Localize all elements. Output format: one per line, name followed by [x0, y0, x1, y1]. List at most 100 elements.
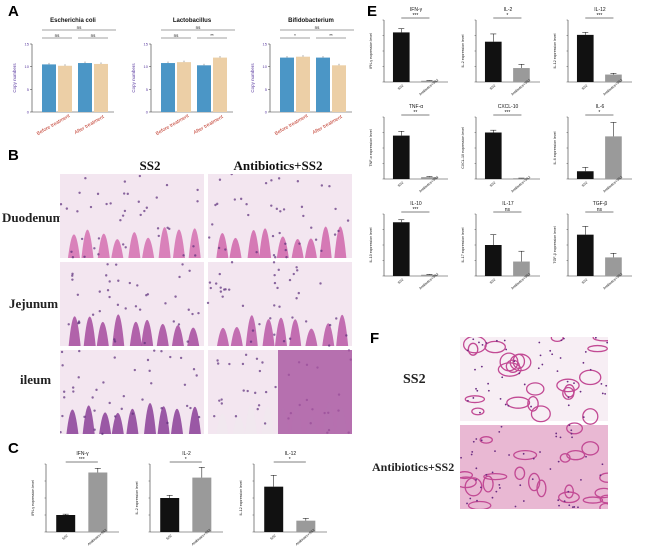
villus — [81, 229, 94, 258]
nucleus — [519, 484, 522, 487]
nucleus — [507, 404, 510, 407]
sig-mark: ns — [196, 25, 202, 30]
nucleus — [560, 339, 563, 342]
nucleus — [337, 229, 340, 233]
sig-mark: ** — [210, 33, 214, 38]
chart-title: Lactobacillus — [173, 18, 212, 24]
nucleus — [271, 234, 275, 238]
nucleus — [93, 428, 96, 431]
nucleus — [282, 340, 286, 343]
nucleus — [96, 192, 100, 196]
nucleus — [498, 430, 501, 433]
x-tick-label: SS2 — [581, 84, 589, 91]
villus — [244, 404, 257, 434]
nucleus — [469, 497, 472, 500]
nucleus — [98, 290, 101, 293]
nucleus — [61, 414, 64, 418]
chart-title: TNF-α — [409, 104, 423, 110]
nucleus — [585, 455, 587, 458]
villus — [83, 316, 96, 346]
sig-mark: ns — [77, 25, 83, 30]
y-tick-label: 5 — [27, 87, 30, 92]
nucleus — [83, 255, 86, 258]
column-label-ss2: SS2 — [139, 158, 161, 173]
alveolus — [483, 472, 508, 481]
nucleus — [513, 360, 516, 363]
nucleus — [160, 350, 163, 353]
bar-ss2 — [392, 222, 410, 276]
nucleus — [244, 353, 248, 357]
histology-tile-1 — [208, 174, 352, 259]
nucleus — [108, 401, 111, 405]
nucleus — [156, 227, 160, 230]
nucleus — [549, 468, 552, 470]
nucleus — [143, 341, 146, 345]
villus — [126, 408, 139, 434]
nucleus — [471, 451, 474, 453]
nucleus — [164, 302, 167, 305]
nucleus — [255, 250, 258, 254]
nucleus — [291, 316, 294, 319]
nucleus — [558, 504, 560, 507]
nucleus — [122, 192, 126, 195]
nucleus — [570, 429, 573, 432]
nucleus — [174, 295, 177, 298]
villus — [141, 319, 154, 346]
nucleus — [263, 422, 267, 425]
nucleus — [479, 411, 481, 414]
nucleus — [582, 361, 585, 364]
nucleus — [279, 210, 282, 213]
nucleus — [213, 414, 216, 418]
nucleus — [296, 180, 300, 183]
nucleus — [220, 402, 224, 405]
chart-title: CXCL-10 — [498, 104, 519, 110]
nucleus — [573, 382, 575, 385]
nucleus — [186, 340, 189, 343]
sig-mark: * — [185, 457, 187, 463]
panel-label-e: E — [367, 3, 378, 20]
sig-mark: *** — [412, 13, 418, 19]
bar-ss2 — [484, 41, 502, 82]
histology-tile-5 — [208, 349, 352, 434]
nucleus — [594, 337, 597, 339]
nucleus — [314, 238, 318, 241]
nucleus — [601, 392, 604, 395]
nucleus — [166, 421, 169, 425]
bar-ss2 — [392, 135, 410, 179]
nucleus — [328, 185, 331, 188]
nucleus — [288, 278, 292, 282]
nucleus — [273, 333, 276, 336]
alveolus — [497, 362, 522, 377]
nucleus — [499, 397, 502, 400]
nucleus — [150, 382, 153, 385]
y-axis-label: IL-2 expression level — [135, 481, 139, 514]
nucleus — [274, 256, 277, 259]
nucleus — [539, 354, 542, 357]
nucleus — [230, 174, 233, 176]
villus — [172, 229, 185, 258]
lung-row-label-antibiotics: Antibiotics+SS2 — [372, 460, 455, 474]
nucleus — [500, 425, 503, 428]
chart-title: IL-2 — [182, 451, 191, 457]
nucleus — [123, 209, 127, 213]
nucleus — [78, 349, 81, 353]
nucleus — [300, 205, 304, 209]
nucleus — [97, 237, 101, 240]
nucleus — [485, 473, 488, 476]
nucleus — [292, 272, 295, 276]
bar-antibiotics-ss2 — [296, 520, 316, 532]
chart-title: IL-10 — [410, 201, 422, 207]
nucleus — [600, 382, 603, 385]
nucleus — [508, 454, 510, 456]
villus — [171, 325, 184, 346]
nucleus — [179, 356, 183, 360]
y-tick-label: 15 — [25, 42, 30, 47]
chart-title: Escherichia coli — [50, 18, 96, 24]
nucleus — [98, 309, 101, 313]
alveolus — [530, 405, 551, 423]
sig-mark: ns — [174, 33, 180, 38]
nucleus — [182, 254, 185, 257]
nucleus — [518, 372, 521, 375]
